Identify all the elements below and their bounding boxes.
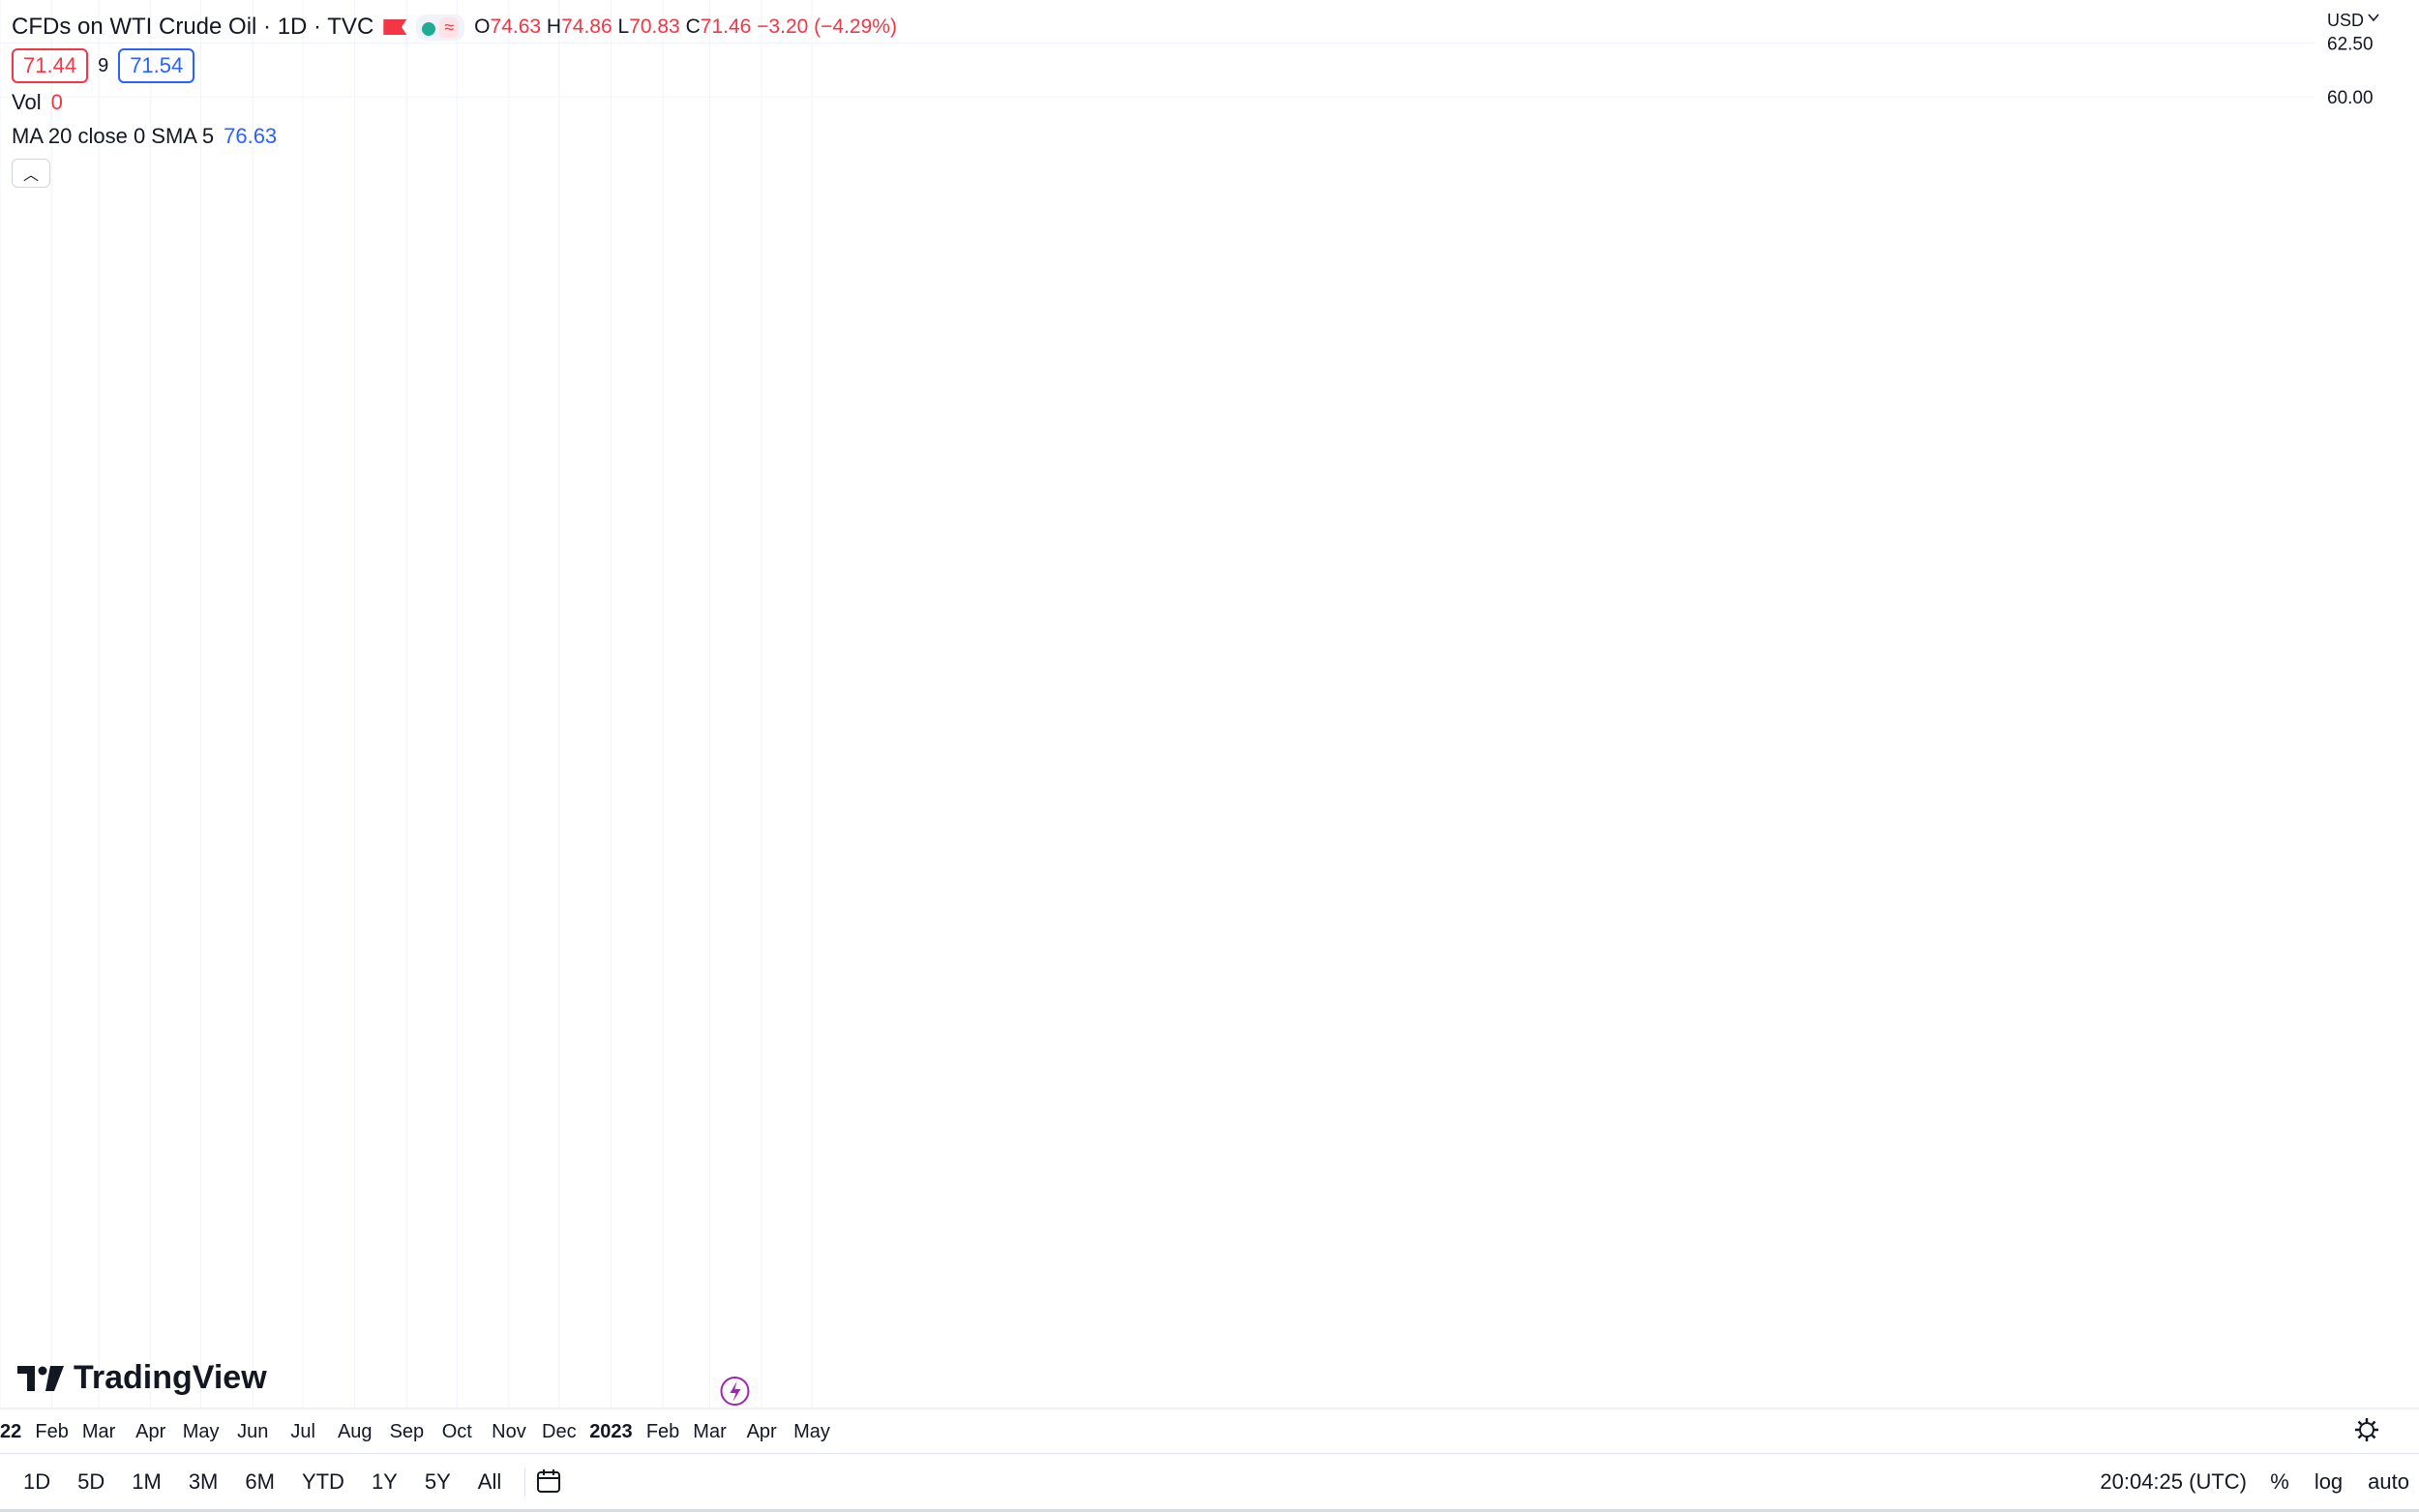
bottom-toolbar: 1D 5D 1M 3M 6M YTD 1Y 5Y All 20:04:25 (UTC) % log… (0, 1453, 2419, 1510)
time-tick: Apr (747, 1421, 777, 1442)
time-tick: Mar (693, 1421, 727, 1442)
time-tick: Apr (135, 1421, 165, 1442)
time-tick: Jul (290, 1421, 315, 1442)
gear-tooth (2371, 1420, 2376, 1426)
buy-price-button[interactable]: 71.54 (118, 48, 195, 83)
flag-icon[interactable] (383, 19, 407, 35)
tradingview-logo[interactable]: TradingView (17, 1359, 267, 1397)
brand-name: TradingView (74, 1359, 267, 1396)
range-buttons: 1D 5D 1M 3M 6M YTD 1Y 5Y All (0, 1463, 515, 1501)
close-value: 71.46 (700, 15, 752, 38)
market-open-dot-icon (422, 21, 436, 36)
price-tick: 62.50 (2327, 34, 2374, 54)
range-button-ytd[interactable]: YTD (301, 1469, 344, 1494)
range-button-5y[interactable]: 5Y (424, 1469, 451, 1494)
tradingview-logo-icon (17, 1365, 64, 1391)
calendar-goto-icon[interactable] (535, 1468, 564, 1497)
ohlc-values: O74.63 H74.86 L70.83 C71.46 −3.20 (−4.29… (474, 15, 897, 38)
gear-tooth (2371, 1434, 2376, 1439)
sell-price-button[interactable]: 71.44 (12, 48, 89, 83)
settings-gear-icon[interactable] (2355, 1418, 2378, 1441)
time-tick: Feb (35, 1421, 68, 1442)
scale-button-auto[interactable]: auto (2368, 1469, 2409, 1494)
time-tick: 2022 (0, 1421, 21, 1442)
range-button-1y[interactable]: 1Y (371, 1469, 398, 1494)
toolbar-divider (524, 1468, 526, 1497)
range-button-all[interactable]: All (477, 1469, 502, 1494)
collapse-legend-button[interactable]: ︿ (12, 159, 50, 188)
low-value: 70.83 (629, 15, 680, 38)
chart-legend: CFDs on WTI Crude Oil · 1D · TVC ≈ O74.6… (12, 8, 897, 188)
time-tick: 2023 (589, 1421, 633, 1442)
scale-buttons: % log auto (2270, 1454, 2409, 1510)
time-tick: Jun (237, 1421, 268, 1442)
time-tick: Dec (542, 1421, 577, 1442)
range-button-5d[interactable]: 5D (77, 1469, 105, 1494)
currency-selector[interactable]: USD (2327, 11, 2364, 30)
change-value: −3.20 (−4.29%) (757, 15, 897, 38)
symbol-title[interactable]: CFDs on WTI Crude Oil · 1D · TVC (12, 14, 374, 40)
scale-button-log[interactable]: log (2314, 1469, 2344, 1494)
wave-icon: ≈ (439, 16, 460, 38)
chevron-down-icon (2368, 14, 2379, 22)
price-tick: 60.00 (2327, 88, 2374, 108)
volume-label[interactable]: Vol (12, 90, 42, 114)
volume-value: 0 (50, 90, 63, 114)
market-status[interactable]: ≈ (416, 14, 465, 41)
gear-tooth (2357, 1420, 2363, 1426)
ma-indicator-label[interactable]: MA 20 close 0 SMA 5 (12, 124, 215, 148)
time-tick: Nov (492, 1421, 526, 1442)
gear-ring (2359, 1422, 2374, 1438)
high-value: 74.86 (561, 15, 612, 38)
range-button-1m[interactable]: 1M (132, 1469, 162, 1494)
ma-indicator-value: 76.63 (224, 124, 278, 148)
spread-value: 9 (98, 54, 109, 76)
range-button-6m[interactable]: 6M (245, 1469, 275, 1494)
time-tick: Mar (82, 1421, 116, 1442)
time-tick: May (183, 1421, 220, 1442)
price-tick: 65.00 (2327, 0, 2374, 1)
clock-timezone[interactable]: 20:04:25 (UTC) (2100, 1469, 2247, 1494)
bottom-strip (0, 1509, 2419, 1512)
open-value: 74.63 (490, 15, 542, 38)
chevron-up-icon: ︿ (22, 167, 39, 184)
time-tick: Sep (390, 1421, 425, 1442)
time-tick: Feb (646, 1421, 679, 1442)
chart-canvas[interactable]: 125.00122.50120.00117.50115.00112.50110.… (0, 0, 2419, 1451)
scale-button-percent[interactable]: % (2270, 1469, 2289, 1494)
time-tick: May (793, 1421, 830, 1442)
range-button-3m[interactable]: 3M (188, 1469, 219, 1494)
gear-tooth (2357, 1434, 2363, 1439)
lightning-glyph (730, 1381, 741, 1402)
range-button-1d[interactable]: 1D (23, 1469, 51, 1494)
time-tick: Aug (338, 1421, 373, 1442)
time-tick: Oct (442, 1421, 473, 1442)
